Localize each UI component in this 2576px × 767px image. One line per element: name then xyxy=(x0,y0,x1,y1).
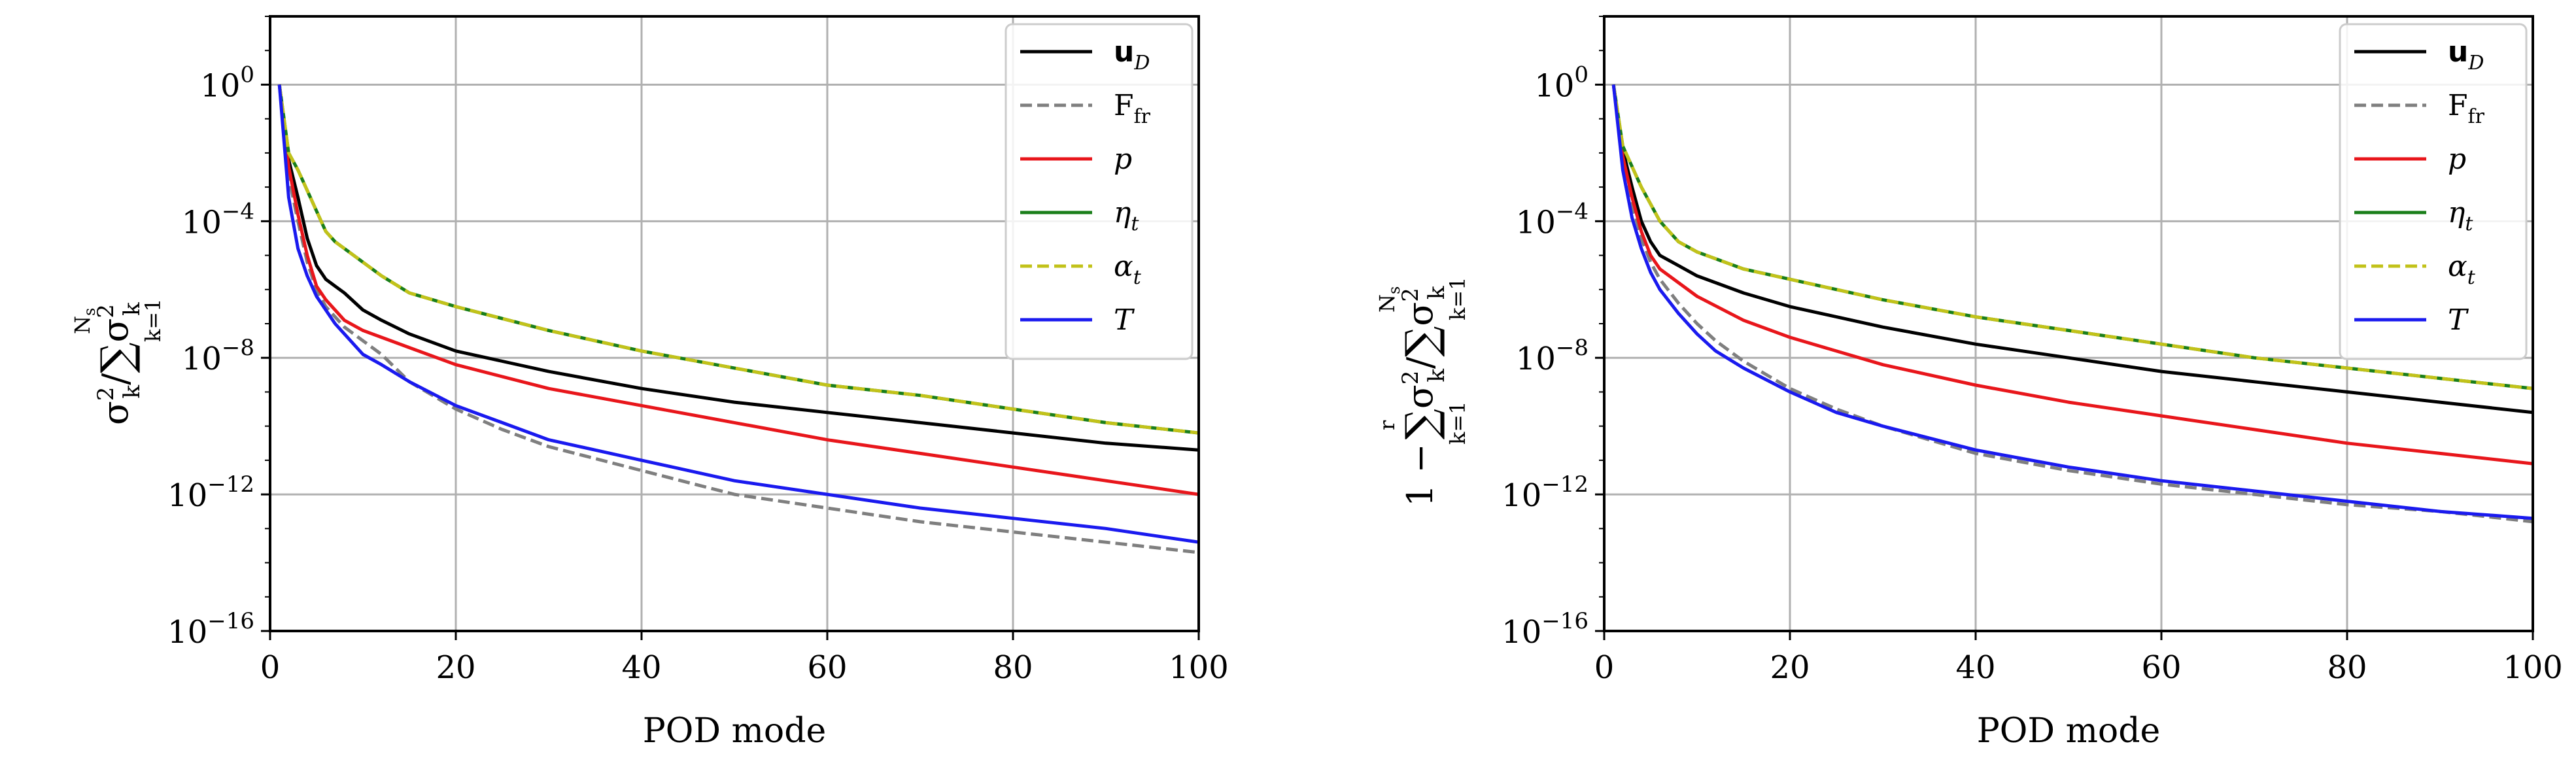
x-tick-label: 100 xyxy=(1169,649,1229,686)
x-tick-label: 60 xyxy=(807,649,847,686)
legend-label: T xyxy=(2448,303,2469,337)
x-tick-label: 40 xyxy=(621,649,661,686)
left-legend: uD Ffr p ηt αt T xyxy=(1005,23,1194,360)
svg-text:r: r xyxy=(1375,420,1400,430)
y-tick-label: 100 xyxy=(200,61,254,104)
right-y-axis-label: 1 −∑σ2k/∑σ2k r k=1 Ns k=1 xyxy=(1375,277,1470,507)
legend-label: T xyxy=(1114,303,1135,337)
right-chart: 0 20 40 60 80 100 100 10−4 10−8 10−12 10−16 POD m… xyxy=(1375,15,2563,751)
svg-text:k=1: k=1 xyxy=(141,298,165,342)
series-line-T xyxy=(1611,84,2533,520)
legend-label: ηt xyxy=(2448,196,2473,235)
right-y-ticks: 100 10−4 10−8 10−12 10−16 xyxy=(1502,16,1604,651)
right-x-axis-label: POD mode xyxy=(1977,711,2161,751)
y-tick-label: 10−8 xyxy=(1516,335,1589,377)
y-tick-label: 10−4 xyxy=(1516,198,1589,241)
x-tick-label: 0 xyxy=(260,649,281,686)
legend-label: uD xyxy=(1114,35,1150,75)
left-x-axis-label: POD mode xyxy=(643,711,827,751)
legend-label: Ffr xyxy=(1114,89,1151,128)
legend-box xyxy=(2339,23,2528,360)
series-line-p xyxy=(277,84,1199,496)
x-tick-label: 20 xyxy=(436,649,475,686)
series-line-αt xyxy=(277,84,1199,435)
svg-text:k=1: k=1 xyxy=(1445,401,1470,445)
legend-box xyxy=(1005,23,1194,360)
svg-text:σ2k/∑σ2k: σ2k/∑σ2k xyxy=(92,302,145,425)
series-line-uD xyxy=(1611,84,2533,415)
left-y-ticks: 100 10−4 10−8 10−12 10−16 xyxy=(167,16,270,651)
right-x-ticks: 0 20 40 60 80 100 xyxy=(1594,631,2563,686)
series-line-p xyxy=(1611,84,2533,466)
legend-label: uD xyxy=(2448,35,2484,75)
left-chart: 0 20 40 60 80 100 100 10−4 10−8 10−12 10−16 POD m… xyxy=(70,15,1229,751)
svg-text:Ns: Ns xyxy=(1375,286,1403,313)
x-tick-label: 100 xyxy=(2503,649,2563,686)
right-legend: uD Ffr p ηt αt T xyxy=(2339,23,2528,360)
series-line-Ffr xyxy=(1611,84,2533,524)
x-tick-label: 60 xyxy=(2141,649,2181,686)
x-tick-label: 0 xyxy=(1594,649,1615,686)
series-line-αt xyxy=(1611,84,2533,390)
y-tick-label: 100 xyxy=(1534,61,1589,104)
y-tick-label: 10−4 xyxy=(182,198,254,241)
legend-label: p xyxy=(2448,143,2466,176)
legend-label: p xyxy=(1114,143,1132,176)
legend-label: ηt xyxy=(1114,196,1139,235)
y-tick-label: 10−16 xyxy=(167,608,254,651)
left-x-ticks: 0 20 40 60 80 100 xyxy=(260,631,1229,686)
svg-text:1 −∑σ2k/∑σ2k: 1 −∑σ2k/∑σ2k xyxy=(1396,286,1450,507)
y-tick-label: 10−12 xyxy=(1502,471,1589,514)
x-tick-label: 40 xyxy=(1955,649,1995,686)
left-y-axis-label: σ2k/∑σ2k Ns k=1 xyxy=(70,298,165,425)
series-line-uD xyxy=(277,84,1199,452)
y-tick-label: 10−8 xyxy=(182,335,254,377)
legend-label: αt xyxy=(1114,250,1142,289)
svg-text:k=1: k=1 xyxy=(1445,277,1470,320)
legend-label: αt xyxy=(2448,250,2476,289)
series-line-T xyxy=(277,84,1199,544)
svg-text:Ns: Ns xyxy=(70,308,99,334)
y-tick-label: 10−12 xyxy=(167,471,254,514)
right-series-group xyxy=(1611,84,2533,524)
x-tick-label: 20 xyxy=(1770,649,1810,686)
y-tick-label: 10−16 xyxy=(1502,608,1589,651)
x-tick-label: 80 xyxy=(993,649,1033,686)
left-series-group xyxy=(277,84,1199,554)
x-tick-label: 80 xyxy=(2327,649,2367,686)
legend-label: Ffr xyxy=(2448,89,2485,128)
